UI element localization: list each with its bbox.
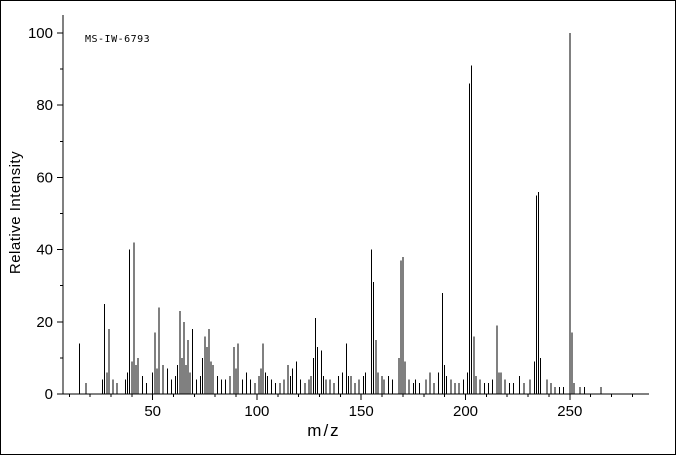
svg-text:0: 0 [45, 386, 53, 403]
x-axis-label: m/z [307, 421, 341, 440]
svg-text:80: 80 [36, 97, 53, 114]
spectrum-id-label: MS-IW-6793 [85, 34, 151, 45]
svg-text:100: 100 [28, 25, 53, 42]
y-axis-label: Relative Intensity [7, 150, 24, 275]
svg-text:200: 200 [453, 403, 478, 420]
svg-text:40: 40 [36, 242, 53, 259]
svg-text:50: 50 [144, 403, 161, 420]
svg-text:20: 20 [36, 314, 53, 331]
svg-text:100: 100 [244, 403, 269, 420]
svg-text:60: 60 [36, 169, 53, 186]
svg-text:150: 150 [349, 403, 374, 420]
svg-text:250: 250 [557, 403, 582, 420]
